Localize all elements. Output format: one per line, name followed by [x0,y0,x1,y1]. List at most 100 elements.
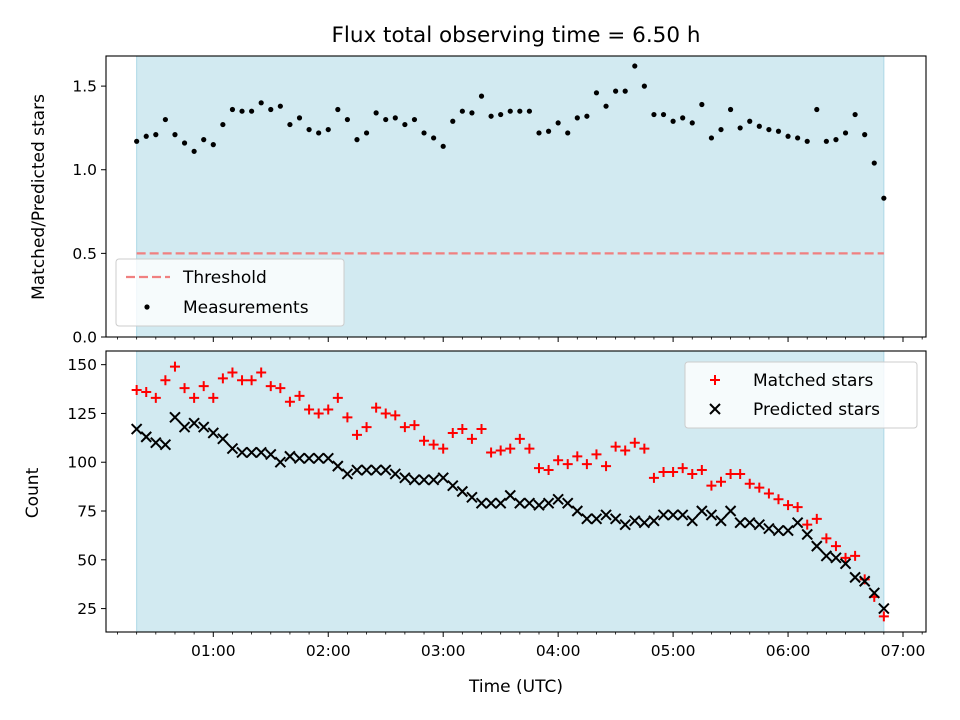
data-point [469,110,475,116]
data-point [668,466,679,477]
legend-measurements-swatch [144,304,150,310]
data-point [785,133,791,139]
data-point [705,509,718,521]
data-point [494,497,507,509]
data-point [724,505,737,517]
data-point [708,135,715,141]
data-point [294,390,305,401]
data-point [370,464,382,476]
data-point [447,479,459,492]
data-point [495,445,506,456]
data-point [581,459,592,470]
data-point [277,103,283,109]
data-point [390,410,401,421]
data-point [782,524,794,537]
data-point [696,465,707,476]
data-point [447,427,458,438]
bottom-y-axis-label: Count [23,467,43,518]
data-point [140,431,152,443]
y-tick-label: 0.0 [72,329,97,347]
axes-frame [105,55,927,338]
data-point [581,513,593,525]
data-point [677,463,688,474]
y-tick-label: 75 [77,503,97,521]
data-point [571,505,584,517]
data-point [715,515,727,527]
y-tick-label: 1.0 [72,161,97,179]
data-point [593,90,600,96]
data-point [609,513,622,525]
data-point [850,550,861,561]
data-point [488,113,494,119]
data-point [408,474,421,486]
data-point [517,108,523,114]
data-point [380,464,392,476]
data-point [658,466,669,477]
data-point [344,116,351,123]
legend-label: Matched stars [753,371,873,391]
data-point [504,489,516,502]
data-point [601,461,612,472]
data-point [380,408,391,419]
data-point [485,497,497,509]
data-point [457,424,468,435]
data-point [141,386,152,397]
bottom-legend: Matched stars Predicted stars [684,361,918,429]
data-point [189,392,200,403]
x-tick-label: 04:00 [536,642,581,660]
x-tick-label: 02:00 [306,642,351,660]
data-point [351,464,363,476]
data-point [217,433,229,445]
data-point [162,116,168,123]
y-tick-label: 150 [67,356,97,374]
data-point [229,106,236,113]
data-point [686,515,698,527]
data-point [351,429,362,440]
data-point [766,126,772,133]
data-point [249,108,255,114]
data-point [360,464,373,476]
data-point [304,404,315,415]
data-point [833,137,839,143]
data-point [753,518,766,531]
data-point [629,515,641,527]
data-point [383,116,389,123]
y-tick-label: 0.5 [72,245,97,263]
data-point [849,571,861,584]
data-point [486,447,497,458]
data-point [419,435,430,446]
data-point [456,485,469,498]
data-point [296,115,303,121]
data-point [466,491,478,504]
data-point [437,472,449,484]
legend-label: Predicted stars [753,400,880,420]
data-point [600,509,612,521]
data-point [725,468,736,479]
data-point [354,137,360,143]
data-point [727,106,734,113]
data-point [284,396,295,407]
data-point [716,476,726,487]
data-point [258,100,264,106]
data-point [610,441,621,452]
data-point [783,500,794,511]
data-point [427,474,440,486]
data-point [795,135,801,141]
data-point [325,126,331,133]
data-point [603,103,609,109]
data-point [862,132,868,138]
legend-label: Measurements [183,298,309,318]
data-point [476,424,487,435]
data-point [804,138,810,144]
data-point [735,468,746,479]
x-tick-label: 01:00 [191,642,236,660]
data-point [814,106,820,113]
data-point [840,552,851,563]
data-point [181,140,188,146]
data-point [505,443,516,454]
data-point [431,135,437,141]
data-point [323,404,334,415]
data-point [734,517,746,529]
data-point [763,522,775,535]
